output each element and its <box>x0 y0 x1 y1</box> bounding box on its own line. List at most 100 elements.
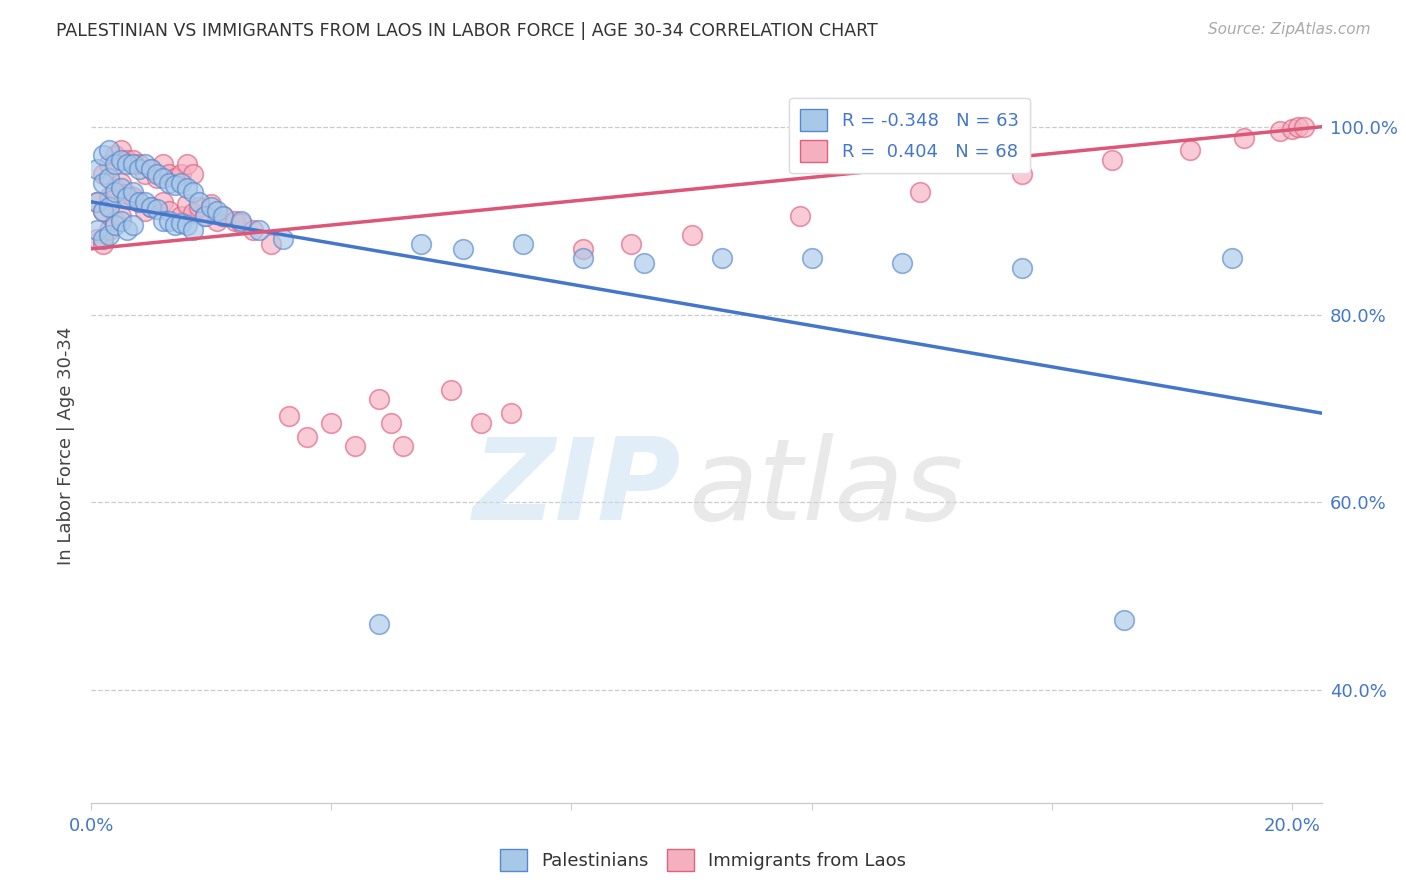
Point <box>1101 153 1123 167</box>
Point <box>170 167 193 181</box>
Point <box>194 209 217 223</box>
Legend: Palestinians, Immigrants from Laos: Palestinians, Immigrants from Laos <box>492 842 914 879</box>
Point <box>110 176 132 190</box>
Point <box>200 200 222 214</box>
Point <box>176 219 198 233</box>
Point <box>380 416 402 430</box>
Point <box>141 161 163 176</box>
Point <box>93 176 115 190</box>
Point <box>86 194 108 209</box>
Point <box>141 200 163 214</box>
Point <box>128 161 150 176</box>
Point <box>633 256 655 270</box>
Text: Source: ZipAtlas.com: Source: ZipAtlas.com <box>1208 22 1371 37</box>
Point <box>1281 121 1303 136</box>
Point <box>908 186 931 200</box>
Point <box>344 439 367 453</box>
Point <box>368 617 391 632</box>
Point <box>183 206 205 220</box>
Point <box>1286 120 1309 134</box>
Point <box>104 186 127 200</box>
Point <box>512 237 534 252</box>
Point <box>157 176 180 190</box>
Point <box>134 194 156 209</box>
Point <box>231 215 253 229</box>
Point <box>1112 613 1135 627</box>
Point <box>134 167 156 181</box>
Point <box>207 213 229 227</box>
Point <box>165 171 187 186</box>
Point <box>321 416 343 430</box>
Y-axis label: In Labor Force | Age 30-34: In Labor Force | Age 30-34 <box>58 326 76 566</box>
Point <box>93 148 115 162</box>
Point <box>249 223 271 237</box>
Point <box>368 392 391 406</box>
Point <box>98 223 121 237</box>
Point <box>128 157 150 171</box>
Text: atlas: atlas <box>688 434 963 544</box>
Point <box>152 157 174 171</box>
Point <box>242 223 264 237</box>
Point <box>1011 167 1033 181</box>
Point <box>501 406 523 420</box>
Legend: R = -0.348   N = 63, R =  0.404   N = 68: R = -0.348 N = 63, R = 0.404 N = 68 <box>789 98 1029 173</box>
Point <box>188 194 211 209</box>
Point <box>98 143 121 157</box>
Point <box>157 167 180 181</box>
Point <box>86 161 108 176</box>
Point <box>93 167 115 181</box>
Point <box>128 194 150 209</box>
Point <box>200 196 222 211</box>
Point <box>392 439 415 453</box>
Point <box>110 143 132 157</box>
Point <box>117 157 139 171</box>
Point <box>165 219 187 233</box>
Point <box>152 171 174 186</box>
Point <box>157 204 180 219</box>
Point <box>176 181 198 195</box>
Point <box>572 242 595 256</box>
Point <box>183 186 205 200</box>
Point <box>800 251 823 265</box>
Point <box>128 194 150 209</box>
Point <box>98 200 121 214</box>
Point <box>170 215 193 229</box>
Point <box>86 194 108 209</box>
Point <box>141 200 163 214</box>
Point <box>98 227 121 242</box>
Point <box>117 153 139 167</box>
Point <box>470 416 492 430</box>
Point <box>440 383 463 397</box>
Point <box>134 157 156 171</box>
Point <box>212 209 235 223</box>
Point <box>1292 120 1315 134</box>
Point <box>110 213 132 227</box>
Point <box>122 157 145 171</box>
Point <box>146 167 169 181</box>
Point <box>183 223 205 237</box>
Point <box>1233 131 1256 145</box>
Point <box>273 232 295 246</box>
Point <box>1178 143 1201 157</box>
Point <box>104 213 127 227</box>
Point <box>104 181 127 195</box>
Point <box>146 171 169 186</box>
Point <box>176 196 198 211</box>
Point <box>134 204 156 219</box>
Point <box>93 204 115 219</box>
Point <box>572 251 595 265</box>
Point <box>157 213 180 227</box>
Point <box>98 157 121 171</box>
Point <box>710 251 733 265</box>
Point <box>453 242 475 256</box>
Point <box>176 157 198 171</box>
Point <box>212 209 235 223</box>
Text: ZIP: ZIP <box>474 434 682 544</box>
Point <box>98 190 121 204</box>
Point <box>278 409 301 423</box>
Text: PALESTINIAN VS IMMIGRANTS FROM LAOS IN LABOR FORCE | AGE 30-34 CORRELATION CHART: PALESTINIAN VS IMMIGRANTS FROM LAOS IN L… <box>56 22 877 40</box>
Point <box>183 167 205 181</box>
Point <box>104 219 127 233</box>
Point <box>117 223 139 237</box>
Point <box>152 194 174 209</box>
